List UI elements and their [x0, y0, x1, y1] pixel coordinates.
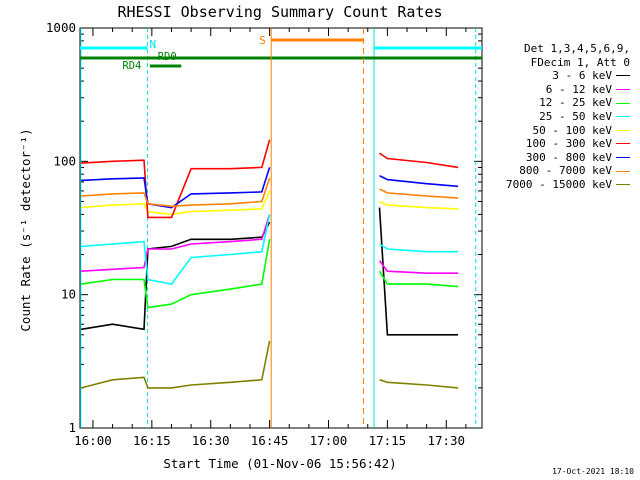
legend-entries: 3 - 6 keV 6 - 12 keV 12 - 25 keV 25 - 50 ke… [506, 69, 630, 191]
series-line [81, 214, 271, 285]
x-tick-label: 16:30 [192, 433, 230, 448]
legend-swatch [616, 184, 630, 186]
legend-swatch [616, 89, 630, 91]
x-axis-label: Start Time (01-Nov-06 15:56:42) [163, 456, 396, 471]
plot-frame [79, 27, 483, 429]
legend-entry: 800 - 7000 keV [506, 164, 630, 178]
legend-label: 300 - 800 keV [525, 150, 612, 164]
series-line [379, 174, 459, 188]
legend-entry: 50 - 100 keV [506, 124, 630, 138]
x-tick-label: 17:00 [310, 433, 348, 448]
legend-label: 3 - 6 keV [552, 69, 612, 83]
series-line [379, 152, 459, 169]
y-axis-label: Count Rate (s⁻¹ detector⁻¹) [18, 128, 33, 331]
series-line [379, 200, 459, 210]
rd4-label: RD4 [122, 60, 141, 72]
x-tick-label: 16:45 [251, 433, 289, 448]
series-line [81, 139, 271, 219]
legend-header-line-2: FDecim 1, Att 0 [530, 55, 630, 69]
series-line [378, 270, 459, 288]
series-line [378, 207, 459, 336]
legend-label: 800 - 7000 keV [519, 164, 612, 178]
legend-entry: 7000 - 15000 keV [506, 178, 630, 192]
legend-swatch [616, 116, 630, 118]
legend-swatch [616, 143, 630, 145]
saa-label: S [259, 34, 266, 47]
x-tick-label: 16:00 [74, 433, 112, 448]
legend-label: 25 - 50 keV [539, 109, 612, 123]
series-line [81, 239, 271, 309]
timestamp-footer: 17-Oct-2021 18:10 [552, 467, 634, 476]
night-label: N [150, 38, 157, 51]
chart-title: RHESSI Observing Summary Count Rates [117, 3, 442, 21]
series-line [81, 190, 271, 216]
y-tick-label: 1000 [46, 20, 76, 35]
x-tick-label: 16:15 [133, 433, 171, 448]
series-line [379, 379, 459, 389]
x-tick-label: 17:15 [369, 433, 407, 448]
legend-label: 6 - 12 keV [545, 82, 612, 96]
legend-label: 100 - 300 keV [525, 137, 612, 151]
series-line [81, 221, 271, 331]
series-line [378, 260, 459, 275]
legend-header-line-1: Det 1,3,4,5,6,9, [524, 42, 630, 55]
legend-entry: 100 - 300 keV [506, 137, 630, 151]
legend-entry: 300 - 800 keV [506, 151, 630, 165]
y-tick-label: 10 [61, 287, 76, 302]
legend-entry: 3 - 6 keV [506, 69, 630, 83]
legend-label: 12 - 25 keV [539, 96, 612, 110]
legend-entry: 6 - 12 keV [506, 83, 630, 97]
series-line [81, 340, 271, 389]
series-line [81, 177, 271, 208]
legend-entry: 12 - 25 keV [506, 96, 630, 110]
legend-swatch [616, 170, 630, 172]
y-tick-label: 100 [53, 153, 76, 168]
plot-area: 1 10 100 1000 16:00 16:15 16:30 16:45 17:00 17:15… [46, 20, 483, 448]
series-line [379, 243, 459, 253]
series-line [379, 188, 459, 199]
legend-swatch [616, 157, 630, 159]
legend-swatch [616, 129, 630, 131]
legend-swatch [616, 75, 630, 77]
y-tick-label: 1 [68, 420, 76, 435]
legend-label: 50 - 100 keV [532, 123, 612, 137]
x-tick-label: 17:30 [427, 433, 465, 448]
series-line [81, 214, 271, 272]
series-line [81, 167, 271, 209]
legend-swatch [616, 102, 630, 104]
legend-entry: 25 - 50 keV [506, 110, 630, 124]
legend: Det 1,3,4,5,6,9, FDecim 1, Att 0 3 - 6 k… [506, 42, 630, 192]
legend-label: 7000 - 15000 keV [506, 177, 612, 191]
rd0-label: RD0 [158, 51, 177, 63]
